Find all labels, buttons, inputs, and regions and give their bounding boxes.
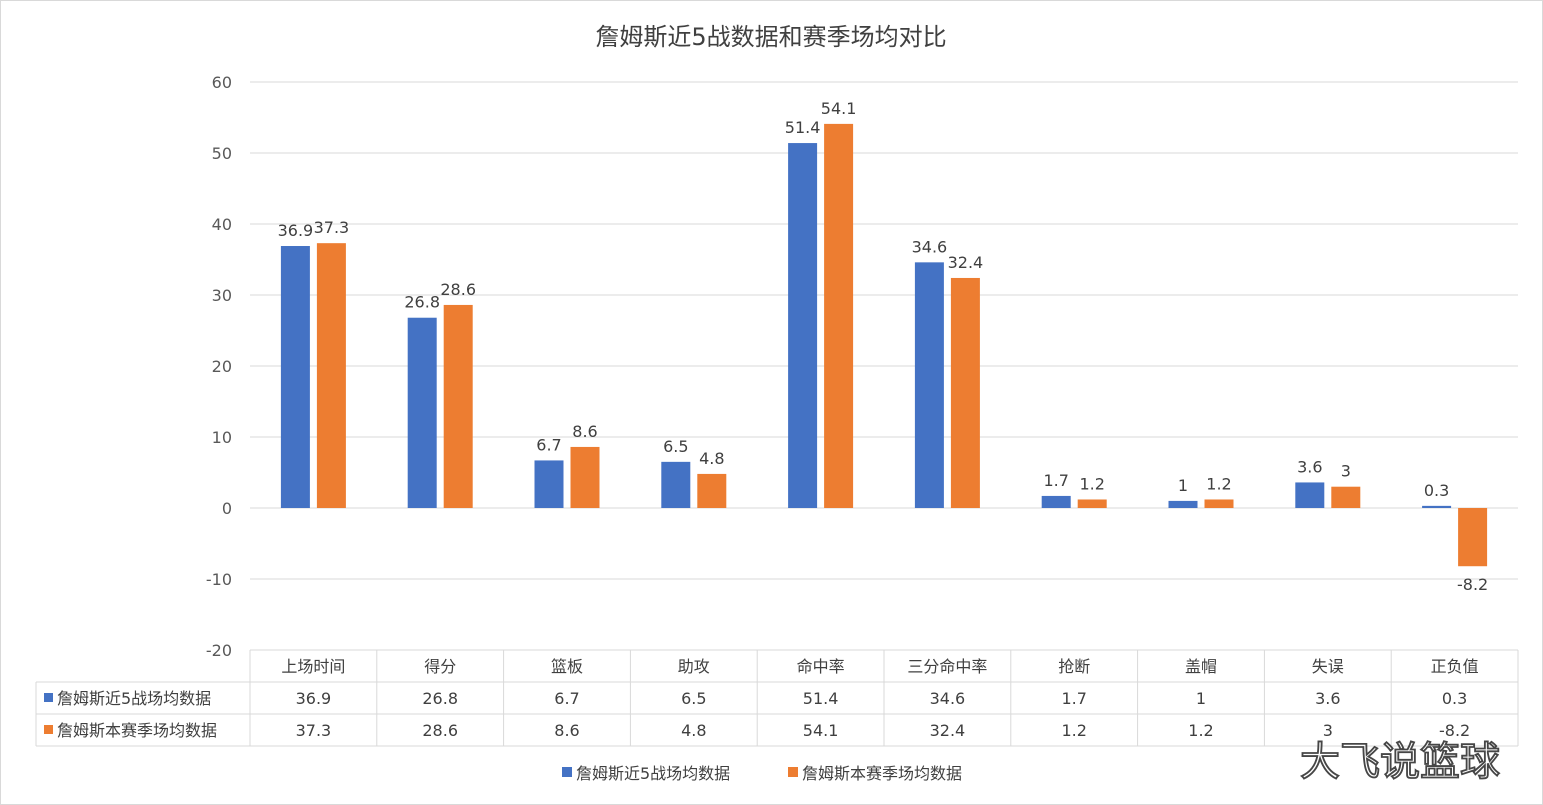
table-header-cell: 得分 <box>424 657 456 676</box>
bar <box>914 262 944 508</box>
data-label: 28.6 <box>440 280 476 299</box>
data-label: 34.6 <box>912 237 948 256</box>
y-axis-ticks: -20 -10 0 10 20 30 40 50 60 <box>206 73 232 660</box>
table-cell: 3 <box>1323 721 1333 740</box>
bar <box>824 123 854 508</box>
bar <box>316 243 346 509</box>
table-cell: 51.4 <box>803 689 839 708</box>
legend-label: 詹姆斯本赛季场均数据 <box>802 764 962 783</box>
bar <box>1295 482 1325 508</box>
legend-swatch <box>788 767 798 777</box>
table-header-cell: 失误 <box>1312 657 1344 676</box>
bar <box>1041 495 1071 508</box>
table-cell: 6.5 <box>681 689 706 708</box>
table-cell: 6.7 <box>554 689 579 708</box>
table-header-cell: 正负值 <box>1431 657 1479 676</box>
data-label: 37.3 <box>314 218 350 237</box>
data-label: 1.2 <box>1079 474 1104 493</box>
bar <box>443 304 473 508</box>
table-cell: 28.6 <box>422 721 458 740</box>
table-cell: 0.3 <box>1442 689 1467 708</box>
bar <box>1168 500 1198 508</box>
table-cell: -8.2 <box>1439 721 1470 740</box>
bar <box>407 317 437 508</box>
y-tick-label: 40 <box>212 215 232 234</box>
table-header-cell: 上场时间 <box>281 657 345 676</box>
table-header-cell: 三分命中率 <box>907 657 987 676</box>
table-header-cell: 助攻 <box>678 657 710 676</box>
bar <box>534 460 564 508</box>
table-row-header: 詹姆斯近5战场均数据 <box>57 689 211 708</box>
data-label: 32.4 <box>948 253 984 272</box>
bar <box>950 277 980 508</box>
y-tick-label: 50 <box>212 144 232 163</box>
table-cell: 8.6 <box>554 721 579 740</box>
table-cell: 34.6 <box>930 689 966 708</box>
bar <box>1331 486 1361 508</box>
y-tick-label: 10 <box>212 428 232 447</box>
table-row-header: 詹姆斯本赛季场均数据 <box>57 721 217 740</box>
data-label: 54.1 <box>821 99 857 118</box>
table-legend-key <box>44 725 53 734</box>
data-label: 4.8 <box>699 449 724 468</box>
bar <box>1077 499 1107 508</box>
table-cell: 4.8 <box>681 721 706 740</box>
y-tick-label: -10 <box>206 570 232 589</box>
data-label: 3 <box>1341 462 1351 481</box>
table-header-cell: 命中率 <box>797 657 845 676</box>
bar <box>570 446 600 508</box>
data-label: 26.8 <box>404 293 440 312</box>
table-cell: 3.6 <box>1315 689 1340 708</box>
table-legend-key <box>44 693 53 702</box>
watermark: 大飞说篮球 <box>1300 739 1501 785</box>
data-label: 51.4 <box>785 118 821 137</box>
data-label: 6.7 <box>536 435 561 454</box>
bar <box>1422 505 1452 508</box>
y-tick-label: 0 <box>222 499 232 518</box>
bar <box>788 143 818 508</box>
legend-label: 詹姆斯近5战场均数据 <box>576 764 730 783</box>
data-label: 8.6 <box>572 422 597 441</box>
table-cell: 32.4 <box>930 721 966 740</box>
chart-title: 詹姆斯近5战数据和赛季场均对比 <box>595 23 946 51</box>
data-label: 36.9 <box>278 221 314 240</box>
table-cell: 54.1 <box>803 721 839 740</box>
data-label: 1.7 <box>1043 471 1068 490</box>
table-cell: 1 <box>1196 689 1206 708</box>
table-cell: 1.2 <box>1188 721 1213 740</box>
legend: 詹姆斯近5战场均数据 詹姆斯本赛季场均数据 <box>562 764 962 783</box>
table-header-cell: 抢断 <box>1058 657 1090 676</box>
bar <box>697 473 727 508</box>
table-cell: 1.2 <box>1061 721 1086 740</box>
data-label: 3.6 <box>1297 457 1322 476</box>
y-tick-label: 30 <box>212 286 232 305</box>
table-cell: 26.8 <box>422 689 458 708</box>
bar <box>1458 508 1488 567</box>
data-label: 0.3 <box>1424 481 1449 500</box>
bars <box>280 123 1488 567</box>
table-header-cell: 篮板 <box>551 657 583 676</box>
bar <box>661 461 691 508</box>
data-labels: 36.9 37.3 26.828.6 6.7 8.6 6.5 4.8 51.454.1 34.6… <box>278 99 1489 594</box>
data-label: 6.5 <box>663 437 688 456</box>
data-label: 1 <box>1178 476 1188 495</box>
y-tick-label: 60 <box>212 73 232 92</box>
y-tick-label: 20 <box>212 357 232 376</box>
legend-swatch <box>562 767 572 777</box>
bar <box>280 246 310 508</box>
y-tick-label: -20 <box>206 641 232 660</box>
bar <box>1204 499 1234 508</box>
data-label: -8.2 <box>1457 575 1488 594</box>
table-cell: 1.7 <box>1061 689 1086 708</box>
table-header-cell: 盖帽 <box>1185 657 1217 676</box>
data-label: 1.2 <box>1206 474 1231 493</box>
table-cell: 36.9 <box>296 689 332 708</box>
table-cell: 37.3 <box>296 721 332 740</box>
